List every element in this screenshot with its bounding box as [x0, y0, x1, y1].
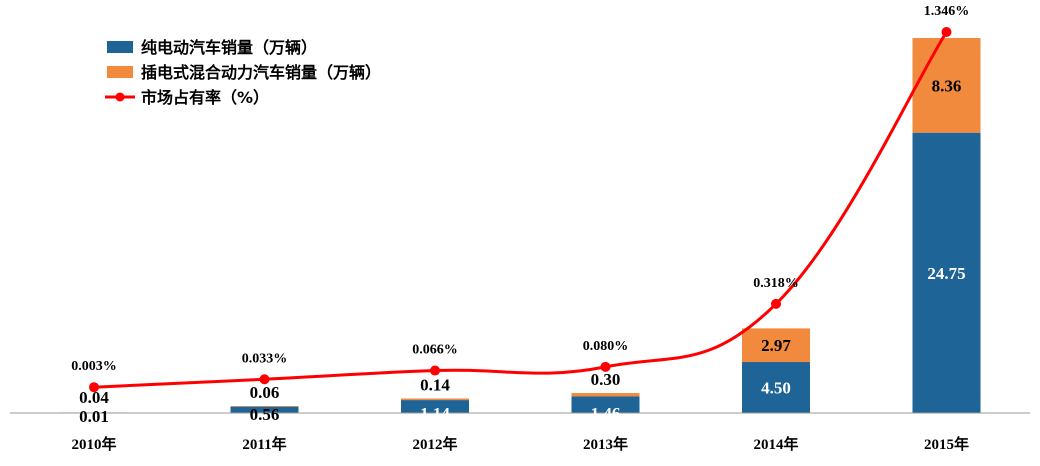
line-layer	[89, 27, 952, 393]
x-tick-label-2: 2012年	[412, 435, 457, 453]
x-tick-label-0: 2010年	[71, 435, 116, 453]
legend-label-1: 插电式混合动力汽车销量（万辆）	[141, 63, 381, 82]
legend-label-2: 市场占有率（%）	[141, 88, 269, 107]
bar-phev-label-3: 0.30	[591, 370, 621, 389]
bar-phev-2	[401, 398, 469, 401]
legend-marker-2	[115, 92, 125, 102]
legend-swatch-0	[107, 41, 133, 53]
bar-bev-2	[401, 400, 469, 413]
x-tick-label-5: 2015年	[924, 435, 969, 453]
rate-line	[93, 31, 948, 389]
bar-phev-5	[912, 38, 981, 133]
x-tick-label-3: 2013年	[583, 435, 628, 453]
label-layer: 0.010.04 0.56 0.06 1.14 0.14 1.46 0.30 4.50 2.97…	[71, 4, 969, 426]
legend-label-0: 纯电动汽车销量（万辆）	[141, 38, 317, 57]
rate-label-4: 0.318%	[753, 276, 799, 291]
legend: 纯电动汽车销量（万辆） 插电式混合动力汽车销量（万辆） 市场占有率（%）	[105, 38, 381, 107]
bar-bev-1	[230, 406, 299, 413]
rate-point-5	[941, 27, 952, 37]
bar-bev-label-0: 0.01	[79, 407, 109, 426]
bar-bev-label-4: 4.50	[761, 379, 791, 398]
rate-point-4	[771, 298, 781, 309]
bar-phev-3	[571, 393, 640, 397]
bar-phev-4	[742, 328, 810, 363]
rate-label-3: 0.080%	[583, 339, 629, 354]
bar-layer	[60, 38, 981, 413]
rate-point-1	[259, 374, 270, 385]
bar-bev-5	[912, 132, 981, 413]
x-tick-labels: 2010年 2011年 2012年 2013年 2014年 2015年	[71, 435, 969, 453]
bar-bev-label-3: 1.46	[591, 404, 621, 423]
bar-bev-4	[742, 362, 810, 413]
bar-phev-label-5: 8.36	[932, 76, 962, 95]
rate-point-3	[600, 361, 611, 372]
bar-phev-1	[230, 405, 299, 407]
bar-phev-label-2: 0.14	[420, 376, 450, 395]
rate-point-0	[89, 382, 99, 393]
x-tick-label-1: 2011年	[242, 435, 286, 453]
bar-bev-label-1: 0.56	[250, 405, 280, 424]
bar-bev-label-2: 1.14	[420, 404, 450, 423]
rate-label-5: 1.346%	[924, 4, 970, 19]
legend-swatch-1	[107, 66, 133, 78]
bar-bev-label-5: 24.75	[927, 264, 965, 283]
bar-bev-3	[571, 396, 640, 413]
x-tick-label-4: 2014年	[753, 435, 798, 453]
rate-label-2: 0.066%	[412, 343, 458, 358]
rate-label-0: 0.003%	[71, 359, 117, 374]
bar-phev-label-4: 2.97	[761, 336, 791, 355]
rate-point-2	[430, 365, 440, 376]
rate-label-1: 0.033%	[242, 351, 288, 366]
bar-phev-label-1: 0.06	[250, 383, 280, 402]
bar-phev-label-0: 0.04	[79, 388, 109, 407]
